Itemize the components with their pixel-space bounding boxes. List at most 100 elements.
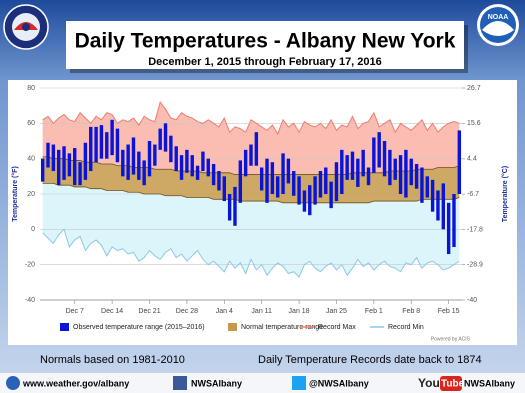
y-tick-label: -40 — [25, 297, 35, 304]
observed-bar — [201, 151, 205, 172]
observed-bar — [222, 176, 226, 202]
observed-bar — [329, 181, 333, 209]
legend-label: Normal temperature range — [241, 324, 323, 331]
observed-bar — [313, 176, 317, 205]
chart-subtitle: December 1, 2015 through February 17, 20… — [148, 56, 382, 68]
observed-bar — [276, 176, 280, 198]
observed-bar — [393, 158, 397, 180]
observed-bar — [270, 162, 275, 194]
normal-band — [42, 156, 460, 203]
observed-bar — [297, 176, 301, 205]
observed-bar — [361, 149, 365, 177]
observed-bar — [185, 149, 189, 173]
legend-swatch — [228, 323, 237, 331]
plot-area: -40 -20 0 20 40 60 80 -40 -28.9 -17.8 -6.7 4.4 15.6 2… — [11, 85, 509, 342]
observed-bar — [340, 149, 344, 194]
observed-bar — [302, 190, 307, 212]
observed-bar — [372, 137, 376, 173]
y2-tick-label: 15.6 — [467, 120, 481, 127]
nws-logo — [3, 4, 49, 50]
observed-bar — [206, 158, 210, 177]
youtube-link[interactable]: NWSAlbany — [464, 378, 515, 388]
observed-bar — [137, 151, 141, 180]
legend-swatch — [60, 323, 69, 331]
observed-bar — [441, 183, 446, 230]
twitter-icon — [292, 376, 306, 390]
x-tick-label: Jan 11 — [251, 308, 272, 315]
observed-bar — [334, 162, 339, 202]
credit: Powered by ACIS — [431, 336, 471, 342]
y-tick-label: -20 — [25, 262, 35, 269]
observed-bar — [94, 126, 98, 163]
observed-bar — [99, 125, 104, 159]
normals-note: Normals based on 1981-2010 — [40, 354, 185, 366]
observed-bar — [366, 167, 371, 186]
observed-bar — [51, 144, 56, 172]
observed-bar — [286, 158, 291, 184]
observed-bar — [190, 155, 194, 177]
y2-axis-title: Temperature (°C) — [501, 166, 509, 222]
observed-bar — [131, 137, 136, 175]
y-tick-label: 80 — [27, 85, 35, 92]
observed-bar — [195, 165, 200, 180]
y-tick-label: 60 — [27, 120, 35, 127]
observed-bar — [404, 149, 408, 198]
record-line — [42, 228, 460, 278]
observed-bar — [46, 142, 50, 168]
legend-label: Record Min — [388, 324, 424, 331]
observed-bar — [259, 167, 264, 191]
y2-tick-label: 4.4 — [467, 156, 477, 163]
y-tick-label: 40 — [27, 156, 35, 163]
x-tick-label: Feb 15 — [438, 308, 460, 315]
observed-bar — [318, 171, 323, 198]
observed-bar — [356, 158, 360, 187]
x-tick-label: Dec 7 — [66, 308, 84, 315]
y-tick-label: 0 — [31, 226, 35, 233]
website-link[interactable]: www.weather.gov/albany — [22, 378, 129, 388]
chart-title: Daily Temperatures - Albany New York — [75, 30, 456, 53]
record-line — [42, 101, 460, 136]
observed-bar — [420, 167, 424, 203]
observed-bar — [382, 141, 387, 177]
y-axis-title: Temperature (°F) — [11, 166, 19, 222]
y2-tick-label: -17.8 — [467, 226, 483, 233]
youtube-badge — [440, 376, 462, 391]
observed-bar — [147, 141, 152, 177]
x-tick-label: Feb 1 — [365, 308, 383, 315]
youtube-tube: Tube — [441, 379, 465, 390]
noaa-logo: NOAA — [477, 4, 519, 46]
facebook-link[interactable]: NWSAlbany — [191, 378, 242, 388]
title-box — [66, 21, 464, 69]
observed-bar — [174, 146, 178, 172]
facebook-icon — [173, 376, 187, 390]
observed-bar — [350, 151, 355, 180]
observed-bar — [126, 144, 130, 180]
observed-bar — [67, 153, 72, 177]
observed-bar — [425, 176, 429, 198]
observed-bar — [398, 155, 403, 194]
observed-bar — [292, 171, 296, 196]
observed-bar — [163, 123, 168, 152]
record-fill — [42, 102, 460, 175]
observed-bar — [446, 202, 451, 255]
y2-tick-label: 26.7 — [467, 85, 481, 92]
observed-bar — [142, 160, 146, 186]
observed-bar — [324, 167, 328, 194]
observed-bar — [254, 132, 259, 166]
observed-bar — [233, 186, 237, 226]
twitter-link[interactable]: @NWSAlbany — [309, 378, 369, 388]
x-tick-label: Feb 8 — [402, 308, 420, 315]
observed-bar — [40, 158, 45, 182]
observed-bar — [153, 144, 157, 166]
observed-bar — [243, 149, 248, 177]
observed-bar — [56, 149, 61, 186]
observed-bar — [227, 194, 232, 221]
observed-bar — [249, 144, 253, 166]
observed-bar — [265, 158, 269, 203]
observed-bar — [110, 119, 114, 156]
youtube-you: You — [418, 376, 440, 390]
footer-bar — [0, 373, 525, 393]
observed-bar — [179, 155, 184, 180]
observed-bar — [217, 171, 221, 191]
